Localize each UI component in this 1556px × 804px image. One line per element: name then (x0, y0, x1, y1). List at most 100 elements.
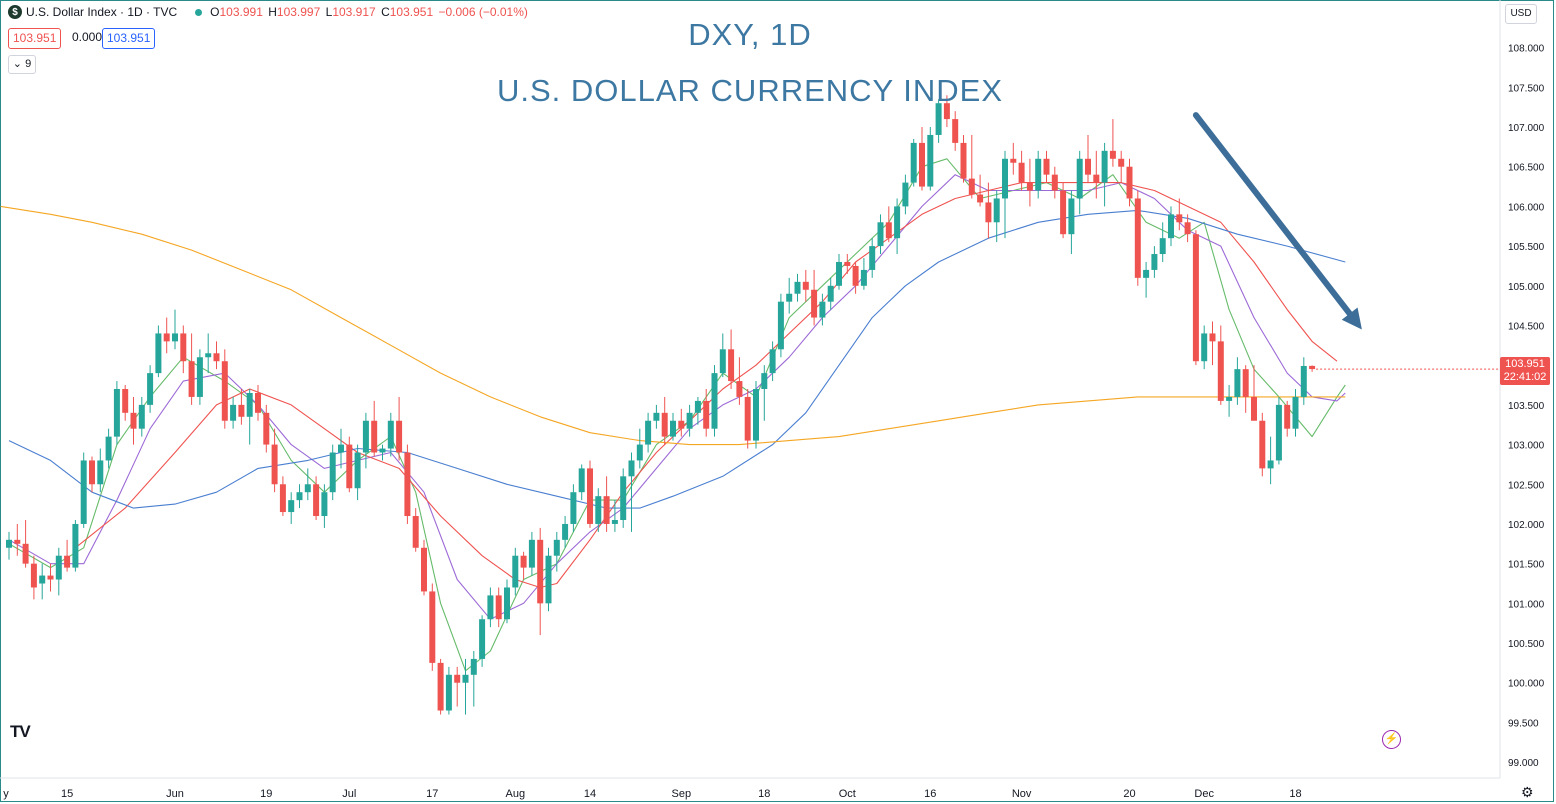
gear-icon[interactable]: ⚙ (1521, 784, 1534, 800)
candle (1209, 321, 1216, 366)
candle-body (528, 539, 535, 568)
candle (512, 547, 519, 596)
candle-body (221, 361, 228, 421)
bid-price-box[interactable]: 103.951 (8, 28, 62, 49)
candle-body (1267, 460, 1274, 469)
candle (213, 341, 220, 370)
candle-body (1259, 420, 1266, 469)
candle-body (537, 539, 544, 604)
candle (1259, 412, 1266, 477)
candle (977, 174, 984, 207)
candle-body (786, 293, 793, 302)
candle-body (1201, 333, 1208, 362)
candle-body (89, 460, 95, 485)
candle (255, 385, 261, 421)
candle-body (902, 182, 909, 207)
candle (105, 428, 112, 469)
candle-body (761, 373, 768, 389)
candle (753, 381, 759, 449)
candle-body (338, 444, 344, 453)
candle-body (445, 674, 452, 711)
candle (769, 341, 776, 382)
candle-body (97, 460, 104, 485)
candle (670, 412, 676, 441)
candle (462, 658, 469, 715)
candle (1101, 142, 1108, 207)
candle-body (977, 194, 984, 203)
candle (1292, 389, 1299, 437)
candle (288, 492, 295, 524)
candle (877, 214, 884, 255)
candle-body (279, 484, 286, 513)
candle (1151, 246, 1158, 278)
candle (445, 666, 452, 715)
candle-body (985, 202, 992, 223)
candle-body (952, 119, 959, 143)
time-tick-label: Dec (1194, 788, 1214, 800)
time-tick-label: 14 (584, 788, 596, 800)
candle-body (1126, 166, 1133, 199)
candle-body (429, 591, 436, 663)
candle (777, 293, 784, 358)
candle (1035, 150, 1042, 199)
candle (537, 527, 544, 636)
indicators-collapse-button[interactable]: ⌄ 9 (8, 55, 36, 74)
price-tick-label: 99.000 (1508, 758, 1539, 769)
candle (1093, 150, 1100, 199)
candle-body (885, 222, 892, 239)
candle (147, 365, 154, 413)
candle (678, 408, 685, 437)
candle (371, 400, 378, 457)
candle (495, 587, 502, 628)
candle-body (811, 289, 818, 318)
candle (180, 325, 187, 374)
ma-orange-line (0, 205, 1346, 446)
candle (221, 349, 228, 429)
candle-body (6, 539, 12, 548)
candle-body (470, 658, 477, 675)
time-tick-label: 19 (260, 788, 272, 800)
candle-body (155, 333, 162, 374)
candle-body (570, 492, 577, 524)
candle (296, 484, 303, 509)
candle-body (736, 381, 743, 397)
candle (578, 464, 585, 501)
time-tick-label: 20 (1123, 788, 1135, 800)
candle-body (703, 400, 710, 429)
price-tick-label: 100.500 (1508, 639, 1545, 650)
candle (479, 615, 486, 667)
candle (736, 357, 743, 405)
symbol-name[interactable]: U.S. Dollar Index · 1D · TVC (26, 5, 178, 19)
candle (645, 412, 652, 453)
candle (570, 484, 577, 532)
currency-button[interactable]: USD (1505, 4, 1537, 24)
candle (1192, 230, 1199, 366)
trend-arrow-line[interactable] (1192, 112, 1353, 317)
candle-body (562, 523, 569, 540)
candle-body (1242, 369, 1249, 397)
candle-body (329, 452, 336, 493)
candle (1026, 158, 1033, 207)
candle (1002, 150, 1008, 239)
candle-body (263, 412, 270, 445)
ask-price-box[interactable]: 103.951 (102, 28, 156, 49)
lightning-icon[interactable]: ⚡ (1382, 730, 1401, 749)
candle (1126, 158, 1133, 207)
candle-body (1051, 174, 1058, 191)
candle (836, 254, 842, 290)
candle (205, 333, 212, 374)
time-tick-label: Jul (342, 788, 356, 800)
candle (653, 404, 660, 429)
candle-body (30, 563, 37, 588)
candle (412, 508, 419, 552)
candle-body (238, 404, 245, 417)
candle-body (80, 460, 87, 524)
candle-body (653, 412, 660, 421)
candle (1076, 150, 1083, 215)
trend-arrow-head[interactable] (1341, 307, 1362, 330)
candle (1109, 119, 1116, 167)
candle (130, 396, 137, 445)
candle (454, 666, 461, 707)
price-tick-label: 107.000 (1508, 123, 1545, 134)
